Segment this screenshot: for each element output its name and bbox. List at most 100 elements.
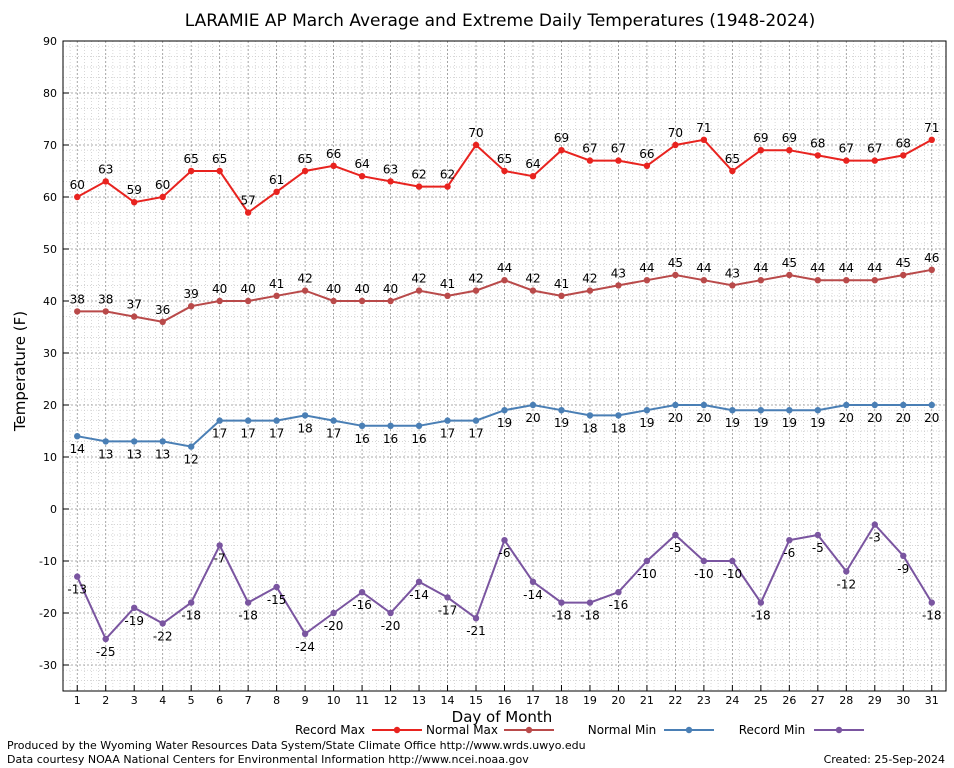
- data-point: [415, 422, 423, 429]
- x-tick-label: 17: [526, 694, 540, 707]
- data-point: [700, 277, 708, 284]
- data-point: [900, 552, 907, 559]
- data-point: [900, 152, 907, 159]
- data-label: 19: [782, 416, 797, 430]
- x-tick-label: 29: [868, 694, 882, 707]
- data-label: 63: [383, 162, 398, 176]
- data-label: 17: [212, 427, 227, 441]
- data-point: [444, 292, 451, 299]
- data-point: [358, 297, 366, 305]
- footer-credit-line1: Produced by the Wyoming Water Resources …: [7, 739, 586, 752]
- data-label: -25: [96, 645, 116, 659]
- data-label: 40: [354, 282, 369, 296]
- data-label: -6: [783, 546, 795, 560]
- data-label: 61: [269, 173, 284, 187]
- data-label: -5: [812, 541, 824, 555]
- data-point: [729, 167, 736, 175]
- data-label: 60: [155, 178, 170, 192]
- data-point: [102, 308, 109, 315]
- data-label: 62: [411, 168, 426, 182]
- data-label: 66: [326, 147, 341, 161]
- data-point: [301, 412, 309, 419]
- data-label: -10: [723, 567, 743, 581]
- data-point: [358, 173, 366, 180]
- data-point: [615, 282, 622, 289]
- data-point: [244, 297, 252, 305]
- x-tick-label: 14: [441, 694, 455, 707]
- x-tick-label: 30: [896, 694, 910, 707]
- data-label: 42: [411, 272, 426, 286]
- data-point: [586, 287, 594, 294]
- data-point: [472, 417, 480, 424]
- data-label: 62: [440, 168, 455, 182]
- data-label: 19: [810, 416, 825, 430]
- x-tick-label: 22: [668, 694, 682, 707]
- legend-marker: [835, 726, 843, 734]
- footer-created-date: Created: 25-Sep-2024: [824, 753, 945, 766]
- legend-label: Normal Max: [426, 723, 498, 737]
- data-label: 42: [525, 272, 540, 286]
- data-point: [757, 147, 765, 154]
- x-tick-label: 31: [925, 694, 939, 707]
- data-point: [928, 599, 935, 606]
- x-tick-label: 7: [245, 694, 252, 707]
- data-label: 65: [297, 152, 312, 166]
- data-point: [187, 599, 195, 606]
- data-point: [700, 557, 708, 565]
- x-tick-label: 9: [302, 694, 309, 707]
- data-point: [900, 271, 907, 279]
- data-label: 17: [269, 427, 284, 441]
- data-label: 44: [839, 261, 854, 275]
- data-point: [529, 173, 537, 180]
- data-point: [444, 183, 451, 190]
- data-point: [159, 318, 166, 325]
- data-label: 16: [383, 432, 398, 446]
- data-label: -18: [552, 609, 572, 623]
- data-point: [159, 193, 166, 201]
- x-tick-label: 18: [554, 694, 568, 707]
- data-label: 20: [668, 411, 683, 425]
- data-point: [757, 407, 765, 414]
- data-point: [301, 630, 309, 637]
- data-label: -14: [523, 588, 543, 602]
- data-point: [244, 599, 252, 606]
- data-point: [501, 537, 508, 544]
- data-label: 59: [127, 183, 142, 197]
- data-label: 65: [212, 152, 227, 166]
- data-point: [301, 287, 309, 294]
- data-label: -19: [124, 614, 144, 628]
- data-label: 16: [411, 432, 426, 446]
- data-label: -21: [466, 624, 486, 638]
- data-point: [501, 167, 508, 175]
- data-label: 42: [582, 272, 597, 286]
- data-label: 19: [497, 416, 512, 430]
- data-point: [131, 604, 138, 611]
- data-point: [529, 401, 537, 409]
- data-label: -16: [609, 598, 629, 612]
- x-tick-label: 21: [640, 694, 654, 707]
- x-tick-label: 4: [159, 694, 166, 707]
- data-label: 44: [867, 261, 882, 275]
- data-label: -3: [869, 531, 881, 545]
- x-tick-label: 27: [811, 694, 825, 707]
- data-point: [786, 147, 793, 154]
- x-tick-label: 5: [188, 694, 195, 707]
- data-point: [843, 277, 850, 284]
- data-label: 44: [497, 261, 512, 275]
- series-record-min: -13 -25 -19 -22 -18 -7 -18 -15 -24 -20 -16 -20 -14 -1…: [67, 521, 942, 659]
- data-label: 39: [184, 287, 199, 301]
- data-label: 70: [468, 126, 483, 140]
- x-tick-label: 10: [327, 694, 341, 707]
- data-label: -15: [267, 593, 287, 607]
- data-point: [786, 407, 793, 414]
- legend-marker: [685, 726, 693, 734]
- data-point: [700, 136, 708, 143]
- data-label: -12: [837, 577, 857, 591]
- legend-marker: [393, 726, 401, 734]
- data-label: 41: [269, 277, 284, 291]
- y-tick-label: 30: [43, 347, 57, 360]
- x-tick-label: 25: [754, 694, 768, 707]
- x-tick-label: 11: [355, 694, 369, 707]
- data-label: 66: [639, 147, 654, 161]
- data-label: 13: [127, 447, 142, 461]
